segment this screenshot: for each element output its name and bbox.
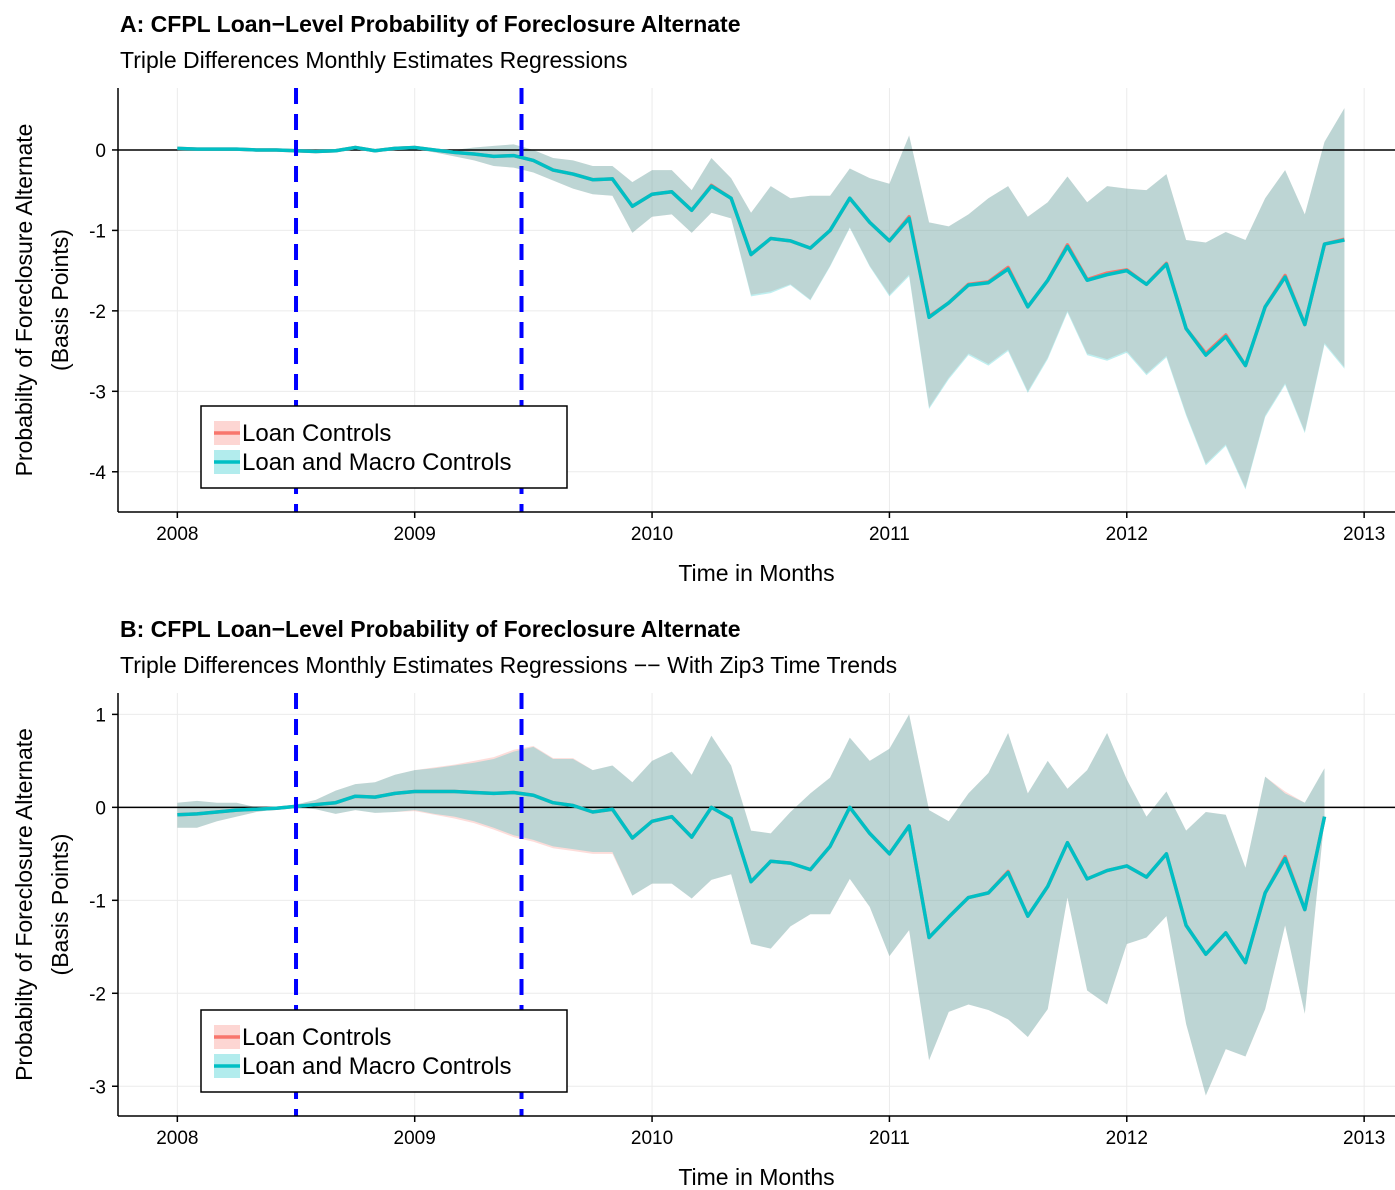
- x-axis-label: Time in Months: [678, 560, 834, 586]
- confidence-band: [177, 108, 1345, 490]
- legend-box: [200, 1009, 568, 1093]
- y-axis-label: Probabilty of Foreclosure Alternate: [11, 124, 37, 477]
- legend-label: Loan Controls: [242, 420, 391, 447]
- chart-subtitle: Triple Differences Monthly Estimates Reg…: [120, 47, 627, 73]
- x-tick-label: 2010: [631, 1128, 673, 1149]
- y-axis-label: (Basis Points): [47, 229, 73, 371]
- y-tick-label: -2: [89, 302, 106, 323]
- legend-box: [200, 405, 568, 489]
- confidence-band: [177, 714, 1325, 1096]
- y-tick-label: 1: [95, 705, 106, 726]
- y-tick-label: 0: [95, 141, 106, 162]
- y-axis-label: (Basis Points): [47, 834, 73, 976]
- y-tick-label: -1: [89, 221, 106, 242]
- x-tick-label: 2008: [156, 524, 198, 545]
- chart-title: B: CFPL Loan−Level Probability of Forecl…: [120, 616, 740, 642]
- y-tick-label: 0: [95, 798, 106, 819]
- x-tick-label: 2009: [394, 524, 436, 545]
- chart-subtitle: Triple Differences Monthly Estimates Reg…: [120, 652, 897, 678]
- x-axis-label: Time in Months: [678, 1164, 834, 1190]
- x-tick-label: 2013: [1343, 524, 1385, 545]
- x-tick-label: 2011: [869, 524, 910, 545]
- legend-label: Loan Controls: [242, 1024, 391, 1051]
- y-tick-label: -3: [89, 1077, 106, 1098]
- confidence-band: [177, 108, 1345, 488]
- legend-label: Loan and Macro Controls: [242, 449, 511, 476]
- series-line: [177, 145, 1345, 368]
- x-tick-label: 2010: [631, 524, 673, 545]
- y-tick-label: -4: [89, 463, 106, 484]
- x-tick-label: 2009: [394, 1128, 436, 1149]
- series-line: [177, 789, 1327, 965]
- x-tick-label: 2013: [1343, 1128, 1385, 1149]
- x-tick-label: 2012: [1106, 524, 1148, 545]
- y-tick-label: -3: [89, 382, 106, 403]
- legend-label: Loan and Macro Controls: [242, 1053, 511, 1080]
- x-tick-label: 2011: [869, 1128, 910, 1149]
- confidence-band: [177, 714, 1325, 1096]
- y-axis-label: Probabilty of Foreclosure Alternate: [11, 728, 37, 1081]
- y-tick-label: -1: [89, 891, 106, 912]
- x-tick-label: 2008: [156, 1128, 198, 1149]
- chart-title: A: CFPL Loan−Level Probability of Forecl…: [120, 11, 740, 37]
- y-tick-label: -2: [89, 984, 106, 1005]
- x-tick-label: 2012: [1106, 1128, 1148, 1149]
